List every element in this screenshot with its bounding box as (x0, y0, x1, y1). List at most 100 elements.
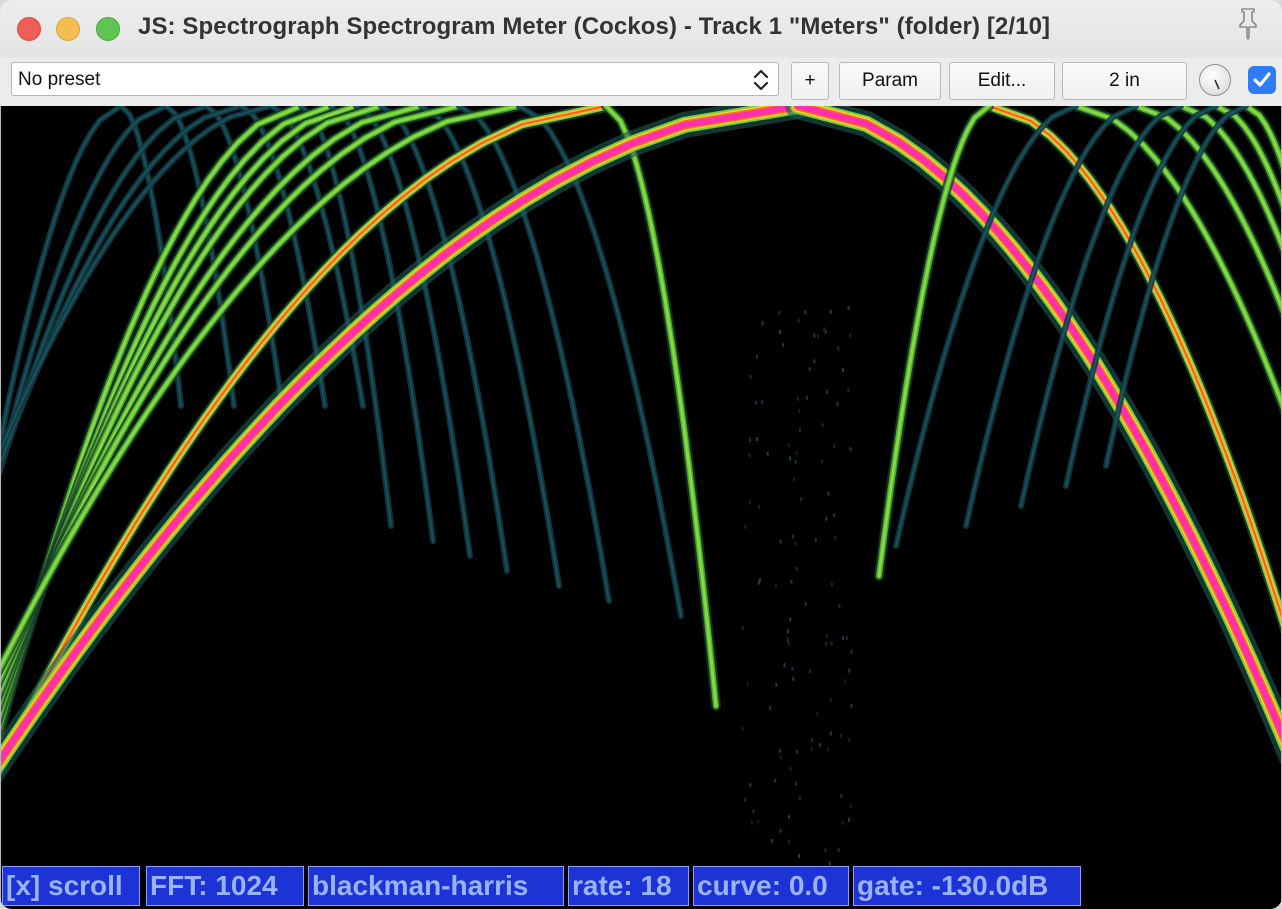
noise-speck (788, 815, 790, 819)
noise-speck (791, 667, 793, 671)
noise-speck (831, 641, 833, 645)
pin-icon[interactable] (1232, 6, 1264, 42)
noise-speck (809, 669, 811, 673)
noise-speck (762, 321, 764, 325)
rate-setting[interactable]: rate: 18 (568, 866, 689, 906)
noise-speck (811, 739, 813, 743)
noise-speck (744, 798, 746, 802)
noise-speck (842, 368, 844, 372)
enable-checkbox[interactable] (1248, 66, 1276, 94)
noise-speck (817, 334, 819, 338)
noise-speck (830, 732, 832, 736)
noise-speck (840, 734, 842, 738)
noise-speck (774, 779, 776, 783)
noise-speck (851, 650, 853, 654)
noise-speck (742, 626, 744, 630)
noise-speck (797, 397, 799, 401)
noise-speck (847, 388, 849, 392)
noise-speck (805, 602, 807, 606)
zoom-icon[interactable] (96, 17, 120, 41)
fundamental-trace (798, 106, 1281, 821)
noise-speck (830, 698, 832, 702)
noise-speck (751, 821, 753, 825)
noise-speck (771, 839, 773, 843)
noise-speck (789, 456, 791, 460)
noise-speck (799, 428, 801, 432)
noise-speck (819, 743, 821, 747)
preset-select[interactable]: No preset (11, 62, 779, 96)
noise-speck (796, 451, 798, 455)
noise-speck (753, 809, 755, 813)
noise-speck (749, 783, 751, 787)
noise-speck (825, 642, 827, 646)
noise-speck (796, 750, 798, 754)
noise-speck (756, 355, 758, 359)
noise-speck (850, 804, 852, 808)
noise-speck (782, 343, 784, 347)
noise-speck (796, 567, 798, 571)
noise-speck (793, 478, 795, 482)
harmonic-trace (606, 106, 716, 706)
noise-speck (798, 854, 800, 858)
fundamental-trace (1, 106, 798, 856)
noise-speck (780, 829, 782, 833)
io-button[interactable]: 2 in (1062, 62, 1187, 100)
curve-setting[interactable]: curve: 0.0 (693, 866, 849, 906)
noise-speck (815, 538, 817, 542)
title-bar[interactable]: JS: Spectrograph Spectrogram Meter (Cock… (0, 0, 1282, 58)
noise-speck (844, 679, 846, 683)
noise-speck (789, 767, 791, 771)
noise-speck (775, 683, 777, 687)
noise-speck (839, 604, 841, 608)
noise-speck (778, 311, 780, 315)
edit-button[interactable]: Edit... (949, 62, 1055, 100)
noise-speck (795, 782, 797, 786)
noise-speck (798, 409, 800, 413)
close-icon[interactable] (17, 17, 41, 41)
noise-speck (824, 849, 826, 853)
noise-speck (842, 821, 844, 825)
gate-setting[interactable]: gate: -130.0dB (853, 866, 1081, 906)
minimize-icon[interactable] (56, 17, 80, 41)
fundamental-trace (1, 106, 798, 856)
noise-speck (756, 437, 758, 441)
noise-speck (792, 534, 794, 538)
noise-speck (804, 310, 806, 314)
fundamental-trace (1, 106, 798, 856)
noise-speck (809, 367, 811, 371)
noise-speck (788, 641, 790, 645)
fundamental-trace (798, 106, 1281, 821)
harmonic-trace (606, 106, 716, 706)
spectrogram-display[interactable] (1, 106, 1281, 909)
noise-speck (769, 706, 771, 710)
noise-speck (826, 634, 828, 638)
harmonic-trace (606, 106, 716, 706)
fundamental-trace (1, 106, 798, 856)
noise-speck (829, 861, 831, 865)
noise-speck (791, 580, 793, 584)
noise-speck (850, 447, 852, 451)
noise-speck (755, 401, 757, 405)
noise-speck (830, 310, 832, 314)
chevron-updown-icon (752, 67, 770, 93)
add-preset-button[interactable]: + (791, 62, 829, 100)
noise-speck (827, 748, 829, 752)
noise-speck (833, 513, 835, 517)
knob-icon[interactable] (1199, 64, 1231, 96)
spectrogram-graphic (1, 106, 1281, 909)
noise-speck (795, 541, 797, 545)
scroll-toggle[interactable]: [x] scroll (2, 866, 140, 906)
noise-speck (779, 749, 781, 753)
fft-size-setting[interactable]: FFT: 1024 (146, 866, 304, 906)
noise-speck (799, 797, 801, 801)
noise-speck (795, 460, 797, 464)
noise-speck (798, 319, 800, 323)
param-button[interactable]: Param (839, 62, 941, 100)
noise-speck (822, 423, 824, 427)
noise-speck (780, 540, 782, 544)
noise-speck (831, 582, 833, 586)
noise-speck (758, 505, 760, 509)
window-function-setting[interactable]: blackman-harris (308, 866, 564, 906)
noise-speck (846, 636, 848, 640)
checkmark-icon (1248, 66, 1276, 94)
